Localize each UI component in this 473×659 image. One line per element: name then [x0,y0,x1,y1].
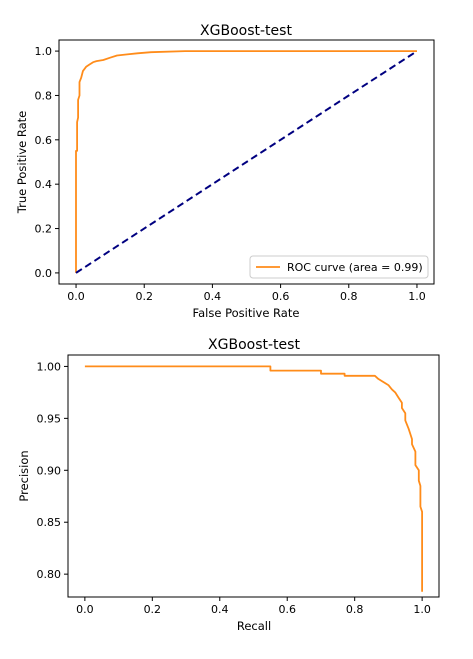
roc-x-tick-label: 0.2 [135,290,153,303]
roc-y-tick-label: 0.4 [35,178,53,191]
roc-series-line-1 [75,50,418,274]
pr-x-tick-label: 0.6 [278,603,296,616]
roc-y-tick-label: 0.2 [35,223,53,236]
pr-x-tick-label: 0.4 [211,603,229,616]
roc-y-tick-label: 1.0 [35,45,53,58]
pr-x-tick-label: 0.2 [144,603,162,616]
pr-x-tick-label: 0.0 [76,603,94,616]
roc-x-tick-label: 0.8 [340,290,358,303]
pr-y-tick-label: 0.80 [37,568,62,581]
roc-legend-box [249,255,429,279]
roc-y-tick-label: 0.6 [35,134,53,147]
pr-y-axis-label: Precision [17,450,31,501]
pr-series-line-0 [84,365,424,592]
roc-chart: XGBoost-test 0.0 0.2 0.4 0.6 0.8 1.0 0.00.20.… [15,23,435,320]
pr-chart-title: XGBoost-test [208,337,300,353]
roc-x-tick-label: 0.0 [67,290,85,303]
roc-x-ticks: 0.0 0.2 0.4 0.6 0.8 1.0 [67,284,426,303]
pr-axes-frame [67,354,440,598]
pr-plot-area [84,365,424,592]
pr-y-tick-label: 1.00 [37,360,62,373]
roc-y-tick-label: 0.8 [35,89,53,102]
roc-legend: ROC curve (area = 0.99) [249,255,429,279]
roc-chart-title: XGBoost-test [200,23,292,39]
pr-chart: XGBoost-test 0.0 0.2 0.4 0.6 0.8 1.0 0.80 0.85… [17,337,440,633]
roc-y-axis-label: True Positive Rate [15,111,29,214]
roc-axes-frame [58,39,435,285]
roc-x-tick-label: 0.6 [272,290,290,303]
pr-y-tick-label: 0.85 [37,516,62,529]
pr-y-tick-label: 0.90 [37,464,62,477]
roc-plot-area [75,50,418,274]
pr-y-ticks: 0.80 0.85 0.90 0.95 1.00 [37,360,68,581]
roc-y-ticks: 0.0 0.2 0.4 0.6 0.8 1.0 [35,45,59,280]
roc-y-tick-label: 0.0 [35,267,53,280]
roc-x-axis-label: False Positive Rate [193,306,300,320]
pr-x-ticks: 0.0 0.2 0.4 0.6 0.8 1.0 [76,597,431,616]
pr-x-tick-label: 1.0 [413,603,431,616]
roc-x-tick-label: 0.4 [204,290,222,303]
pr-x-tick-label: 0.8 [346,603,364,616]
pr-x-axis-label: Recall [237,619,271,633]
roc-series-line-0 [75,50,417,273]
pr-y-tick-label: 0.95 [37,412,62,425]
roc-x-tick-label: 1.0 [408,290,426,303]
roc-legend-label: ROC curve (area = 0.99) [287,261,423,274]
